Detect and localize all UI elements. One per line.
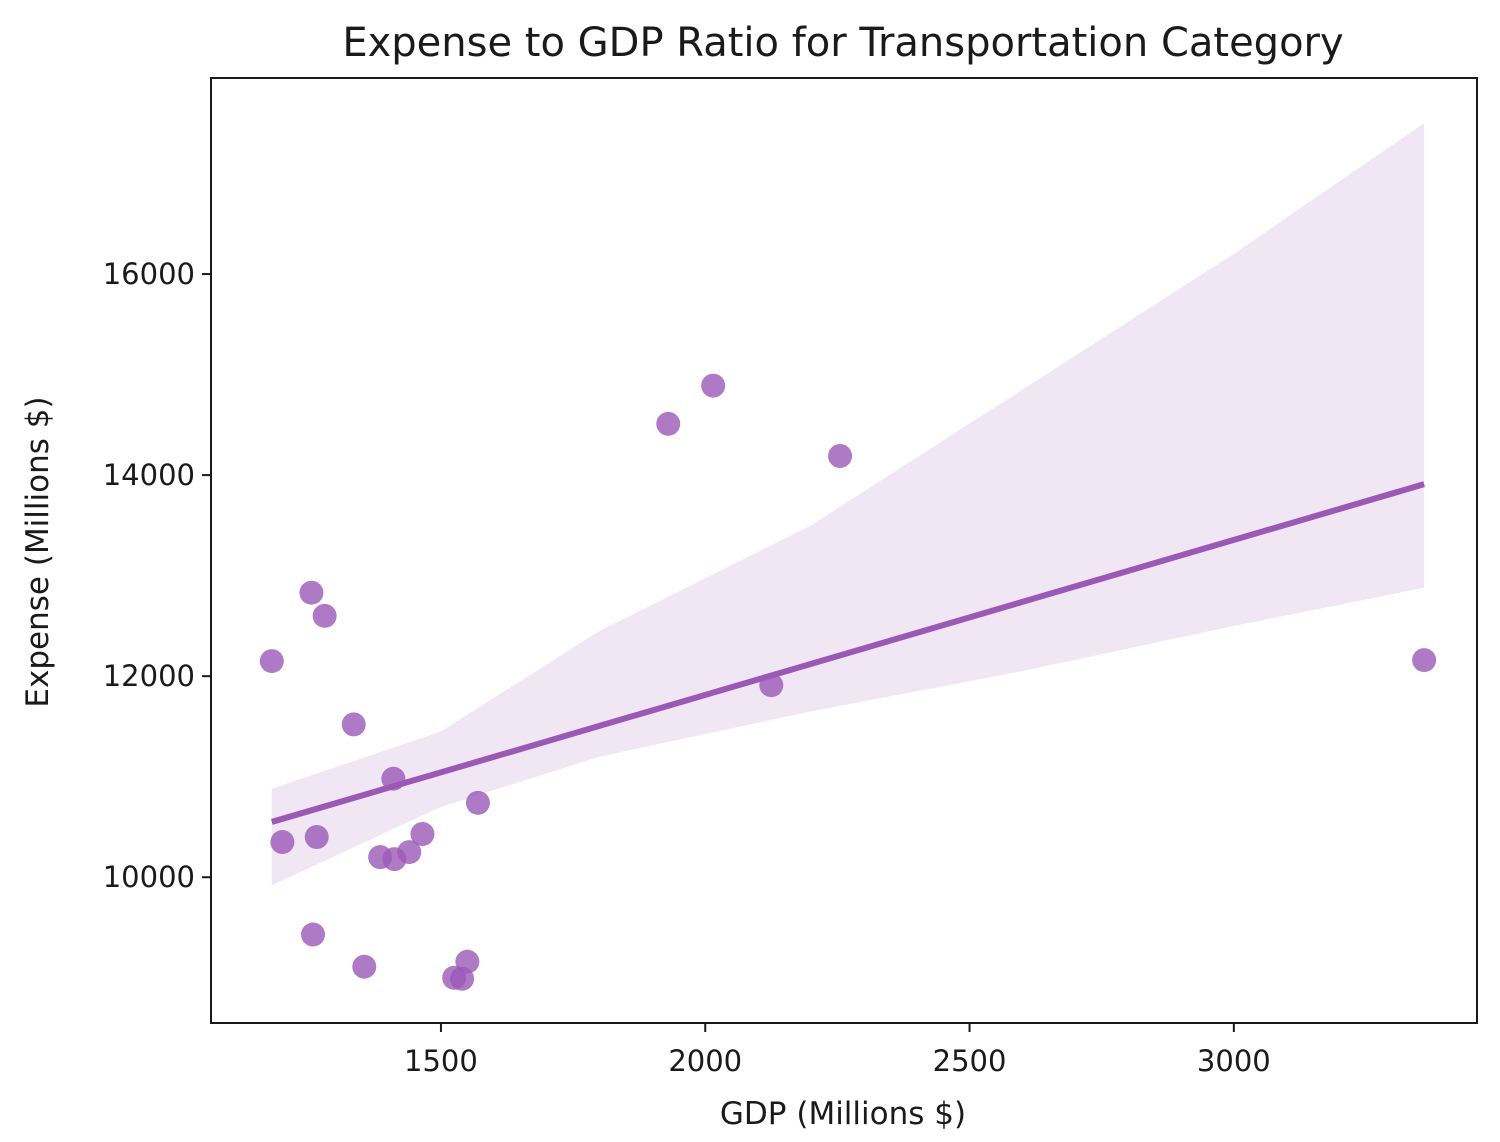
data-point [304, 825, 329, 850]
data-point [381, 766, 406, 791]
data-point [759, 673, 784, 698]
data-point [270, 830, 295, 855]
data-points-layer [259, 373, 1437, 991]
axis-ticks-layer: 1500 2000 2500 3000 10000 12000 14000 16000 [103, 257, 1271, 1078]
x-tick-label: 2500 [933, 1044, 1007, 1078]
y-tick-label: 16000 [103, 257, 195, 291]
confidence-band-layer [271, 123, 1425, 886]
data-point [341, 712, 366, 737]
x-tick-label: 3000 [1197, 1044, 1271, 1078]
data-point [301, 922, 326, 947]
x-axis-label: GDP (Millions $) [720, 1096, 966, 1132]
data-point [259, 649, 284, 674]
data-point [312, 603, 337, 628]
x-tick-label: 2000 [668, 1044, 742, 1078]
data-point [828, 444, 853, 468]
data-point [701, 373, 726, 398]
confidence-band [271, 123, 1425, 886]
data-point [455, 949, 480, 974]
chart-title: Expense to GDP Ratio for Transportation … [342, 20, 1343, 66]
data-point [352, 954, 377, 979]
data-point [299, 580, 324, 605]
x-tick-label: 1500 [404, 1044, 478, 1078]
y-axis-label: Expense (Millions $) [20, 396, 56, 707]
data-point [465, 790, 490, 815]
y-tick-label: 10000 [103, 860, 195, 894]
plot-frame [210, 77, 1478, 1024]
data-point [656, 411, 681, 436]
regression-line [270, 481, 1425, 825]
data-point [1412, 648, 1437, 673]
regression-line-layer [270, 481, 1425, 825]
y-tick-label: 12000 [103, 659, 195, 693]
y-tick-label: 14000 [103, 458, 195, 492]
data-point [397, 840, 422, 865]
data-point [410, 822, 435, 846]
